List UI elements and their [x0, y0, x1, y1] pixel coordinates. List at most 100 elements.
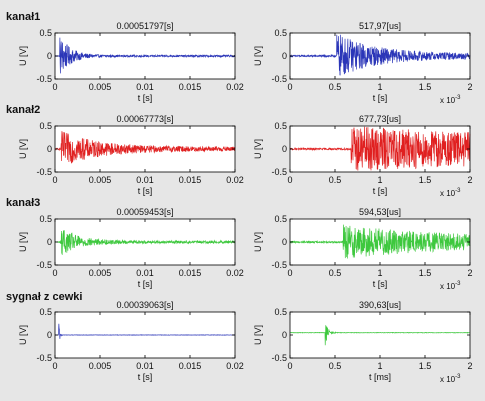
x-tick-label: 0.005 [89, 82, 112, 92]
y-tick-label: 0.5 [274, 307, 287, 317]
subplot-8: 390,63[us]-0.500.50 0.5 1 1.5 2t [ms]U [V]x … [253, 300, 473, 384]
y-tick-label: 0 [282, 144, 287, 154]
x-tick-label: 0.005 [89, 361, 112, 371]
y-tick-label: 0.5 [39, 121, 52, 131]
plot-title: 0.00067773[s] [116, 114, 173, 124]
x-tick-label: 0.005 [89, 175, 112, 185]
x-tick-label: 0.02 [226, 82, 244, 92]
x-tick-label: 1.5 [419, 175, 432, 185]
x-tick-label: 0.5 [329, 361, 342, 371]
y-tick-label: -0.5 [271, 260, 287, 270]
x-exponent: x 10-3 [440, 374, 461, 384]
plot-title: 0.00039063[s] [116, 300, 173, 310]
x-exponent-base: x 10 [440, 282, 456, 291]
x-tick-label: 1.5 [419, 268, 432, 278]
y-axis-label: U [V] [18, 46, 28, 66]
x-tick-label: 0.02 [226, 361, 244, 371]
y-axis-label: U [V] [18, 325, 28, 345]
y-tick-label: 0 [282, 51, 287, 61]
plot-title: 0.00051797[s] [116, 21, 173, 31]
y-axis-label: U [V] [253, 325, 263, 345]
x-tick-label: 0 [52, 268, 57, 278]
y-axis-label: U [V] [253, 232, 263, 252]
y-axis-label: U [V] [253, 46, 263, 66]
series-line [54, 131, 236, 164]
x-tick-label: 0.5 [329, 175, 342, 185]
x-tick-label: 0.01 [136, 175, 154, 185]
x-axis-label: t [s] [373, 93, 388, 103]
x-exponent: x 10-3 [440, 188, 461, 198]
series-line [54, 230, 236, 255]
x-exponent: x 10-3 [440, 95, 461, 105]
x-tick-label: 2 [467, 175, 472, 185]
x-tick-label: 0 [287, 82, 292, 92]
x-axis-label: t [s] [373, 279, 388, 289]
x-tick-label: 0.005 [89, 268, 112, 278]
series-line [54, 323, 236, 339]
y-tick-label: -0.5 [36, 74, 52, 84]
x-axis-label: t [s] [373, 186, 388, 196]
x-tick-label: 0 [52, 175, 57, 185]
y-tick-label: 0.5 [39, 28, 52, 38]
x-tick-label: 0 [52, 361, 57, 371]
subplot-3: 0.00067773[s]-0.500.50 0.005 0.01 0.015 0.02… [18, 114, 244, 196]
x-tick-label: 1.5 [419, 82, 432, 92]
x-tick-label: 0.015 [179, 268, 202, 278]
y-tick-label: -0.5 [36, 353, 52, 363]
plot-title: 0.00059453[s] [116, 207, 173, 217]
x-tick-label: 0.02 [226, 175, 244, 185]
x-tick-label: 0.01 [136, 268, 154, 278]
x-exponent: x 10-3 [440, 281, 461, 291]
plot-area [290, 312, 470, 358]
x-tick-label: 0 [287, 175, 292, 185]
y-tick-label: 0.5 [39, 214, 52, 224]
y-axis-label: U [V] [18, 139, 28, 159]
series-line [289, 324, 471, 346]
y-tick-label: -0.5 [36, 260, 52, 270]
x-tick-label: 0 [52, 82, 57, 92]
row-title-kanal1: kanał1 [6, 11, 40, 23]
x-tick-label: 1 [377, 82, 382, 92]
x-tick-label: 0.01 [136, 82, 154, 92]
plot-title: 517,97[us] [359, 21, 401, 31]
y-tick-label: 0 [47, 144, 52, 154]
y-tick-label: -0.5 [271, 353, 287, 363]
x-tick-label: 2 [467, 82, 472, 92]
x-tick-label: 0.015 [179, 82, 202, 92]
x-tick-label: 0.02 [226, 268, 244, 278]
x-tick-label: 0.5 [329, 268, 342, 278]
y-tick-label: -0.5 [271, 74, 287, 84]
x-tick-label: 0 [287, 361, 292, 371]
y-tick-label: 0 [282, 237, 287, 247]
x-tick-label: 2 [467, 361, 472, 371]
series-line [289, 34, 471, 76]
y-tick-label: 0.5 [274, 214, 287, 224]
subplot-4: 677,73[us]-0.500.50 0.5 1 1.5 2t [s]U [V]x 1… [253, 114, 473, 198]
x-axis-label: t [s] [138, 372, 153, 382]
y-axis-label: U [V] [18, 232, 28, 252]
x-tick-label: 2 [467, 268, 472, 278]
y-axis-label: U [V] [253, 139, 263, 159]
x-axis-label: t [s] [138, 279, 153, 289]
row-title-kanal3: kanał3 [6, 197, 40, 209]
series-line [289, 224, 471, 259]
x-exponent-base: x 10 [440, 375, 456, 384]
subplot-5: 0.00059453[s]-0.500.50 0.005 0.01 0.015 0.02… [18, 207, 244, 289]
x-exponent-power: -3 [455, 188, 461, 194]
y-tick-label: -0.5 [271, 167, 287, 177]
y-tick-label: 0.5 [39, 307, 52, 317]
x-tick-label: 1 [377, 361, 382, 371]
plot-title: 677,73[us] [359, 114, 401, 124]
x-tick-label: 0.015 [179, 175, 202, 185]
subplots: 0.00051797[s]-0.500.50 0.005 0.01 0.015 0.02… [18, 21, 473, 384]
subplot-7: 0.00039063[s]-0.500.50 0.005 0.01 0.015 0.02… [18, 300, 244, 382]
x-exponent-base: x 10 [440, 96, 456, 105]
plot-title: 390,63[us] [359, 300, 401, 310]
plot-title: 594,53[us] [359, 207, 401, 217]
x-tick-label: 0.01 [136, 361, 154, 371]
y-tick-label: 0 [47, 330, 52, 340]
x-tick-label: 1 [377, 175, 382, 185]
subplot-6: 594,53[us]-0.500.50 0.5 1 1.5 2t [s]U [V]x 1… [253, 207, 473, 291]
x-axis-label: t [ms] [369, 372, 391, 382]
